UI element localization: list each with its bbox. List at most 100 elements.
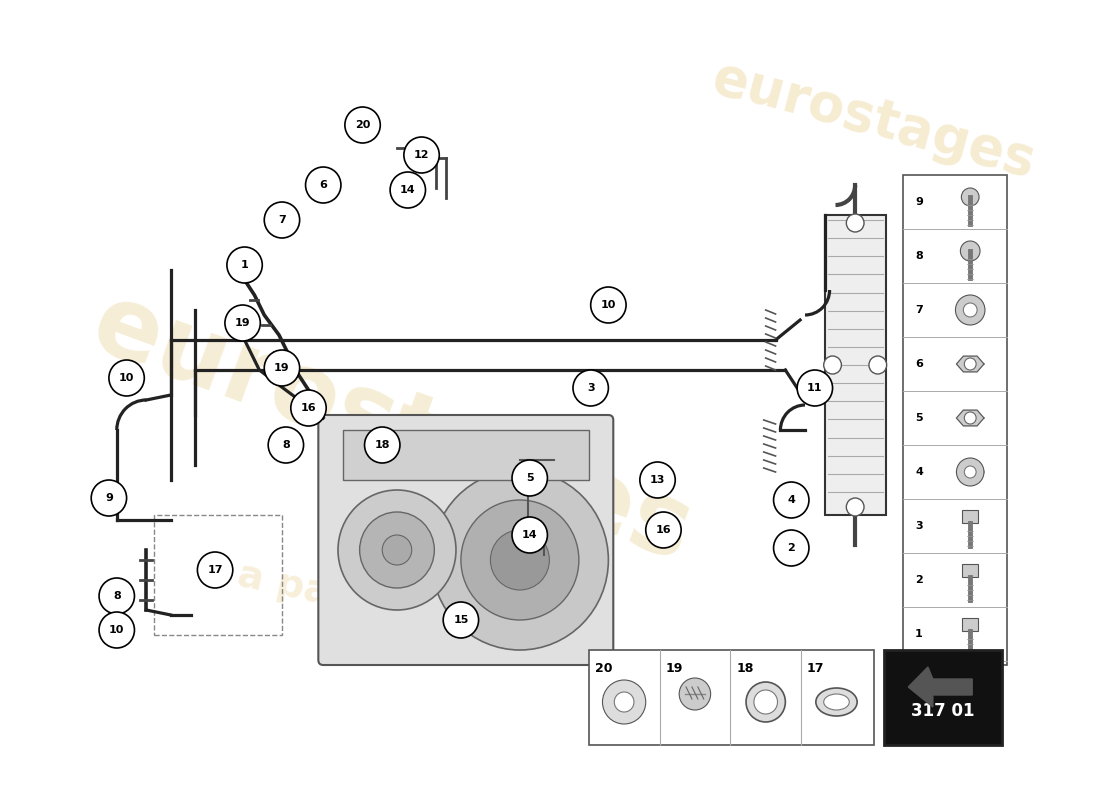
- Text: 20: 20: [595, 662, 612, 675]
- Text: 14: 14: [400, 185, 416, 195]
- Ellipse shape: [824, 694, 849, 710]
- Bar: [962, 564, 978, 577]
- Circle shape: [956, 458, 984, 486]
- Text: 7: 7: [915, 305, 923, 315]
- Text: eurostages: eurostages: [79, 277, 705, 583]
- Text: 6: 6: [319, 180, 327, 190]
- Text: 317 01: 317 01: [911, 702, 975, 720]
- Circle shape: [264, 350, 299, 386]
- Text: 1985: 1985: [384, 600, 498, 660]
- Circle shape: [869, 356, 887, 374]
- Text: 3: 3: [587, 383, 594, 393]
- Circle shape: [964, 303, 977, 317]
- Text: 17: 17: [807, 662, 825, 675]
- Circle shape: [99, 612, 134, 648]
- Text: 5: 5: [915, 413, 923, 423]
- FancyBboxPatch shape: [318, 415, 614, 665]
- Text: 19: 19: [274, 363, 289, 373]
- Text: 6: 6: [915, 359, 923, 369]
- Circle shape: [965, 412, 976, 424]
- Circle shape: [640, 462, 675, 498]
- Text: 10: 10: [119, 373, 134, 383]
- Circle shape: [338, 490, 456, 610]
- Bar: [903, 175, 1006, 665]
- Circle shape: [956, 295, 984, 325]
- Circle shape: [746, 682, 785, 722]
- Circle shape: [224, 305, 261, 341]
- Text: 10: 10: [109, 625, 124, 635]
- Text: 4: 4: [915, 467, 923, 477]
- Circle shape: [773, 482, 808, 518]
- Text: 16: 16: [300, 403, 317, 413]
- Circle shape: [197, 552, 233, 588]
- Circle shape: [591, 287, 626, 323]
- Text: 15: 15: [453, 615, 469, 625]
- Circle shape: [754, 690, 778, 714]
- Text: 20: 20: [355, 120, 371, 130]
- Bar: [962, 510, 978, 523]
- Circle shape: [461, 500, 579, 620]
- Text: 1: 1: [915, 629, 923, 639]
- Circle shape: [614, 692, 634, 712]
- Text: 5: 5: [526, 473, 534, 483]
- Circle shape: [603, 680, 646, 724]
- Polygon shape: [909, 667, 972, 707]
- Polygon shape: [956, 410, 984, 426]
- Text: 10: 10: [601, 300, 616, 310]
- Circle shape: [798, 370, 833, 406]
- Circle shape: [846, 498, 864, 516]
- Text: 13: 13: [650, 475, 666, 485]
- Text: 17: 17: [207, 565, 223, 575]
- Circle shape: [773, 530, 808, 566]
- Ellipse shape: [956, 467, 984, 477]
- Circle shape: [360, 512, 434, 588]
- Circle shape: [109, 360, 144, 396]
- Bar: [825, 215, 886, 515]
- Circle shape: [443, 602, 478, 638]
- Bar: [883, 650, 1002, 745]
- Circle shape: [646, 512, 681, 548]
- Circle shape: [99, 578, 134, 614]
- Circle shape: [846, 214, 864, 232]
- Circle shape: [512, 460, 548, 496]
- Circle shape: [960, 241, 980, 261]
- Text: 11: 11: [807, 383, 823, 393]
- Circle shape: [290, 390, 327, 426]
- Circle shape: [364, 427, 400, 463]
- Text: a parts: a parts: [234, 555, 393, 625]
- Text: eurostages: eurostages: [706, 52, 1041, 188]
- Text: 14: 14: [521, 530, 538, 540]
- Ellipse shape: [816, 688, 857, 716]
- Text: 16: 16: [656, 525, 671, 535]
- Text: 9: 9: [104, 493, 113, 503]
- Circle shape: [306, 167, 341, 203]
- Circle shape: [679, 678, 711, 710]
- Bar: [343, 430, 588, 480]
- Text: 3: 3: [915, 521, 923, 531]
- Circle shape: [961, 188, 979, 206]
- Bar: [962, 618, 978, 631]
- Circle shape: [824, 356, 842, 374]
- Circle shape: [491, 530, 549, 590]
- Polygon shape: [956, 356, 984, 372]
- Text: 8: 8: [282, 440, 289, 450]
- Text: 7: 7: [278, 215, 286, 225]
- Text: 8: 8: [113, 591, 121, 601]
- Text: 1: 1: [241, 260, 249, 270]
- Text: 8: 8: [915, 251, 923, 261]
- Circle shape: [264, 202, 299, 238]
- Bar: [154, 515, 282, 635]
- Text: 18: 18: [736, 662, 754, 675]
- Text: 2: 2: [788, 543, 795, 553]
- Circle shape: [965, 466, 976, 478]
- Text: 2: 2: [915, 575, 923, 585]
- Circle shape: [965, 358, 976, 370]
- Circle shape: [404, 137, 439, 173]
- Circle shape: [345, 107, 381, 143]
- Text: 19: 19: [666, 662, 683, 675]
- Circle shape: [227, 247, 262, 283]
- Circle shape: [382, 535, 411, 565]
- Circle shape: [390, 172, 426, 208]
- Bar: [588, 650, 873, 745]
- Circle shape: [512, 517, 548, 553]
